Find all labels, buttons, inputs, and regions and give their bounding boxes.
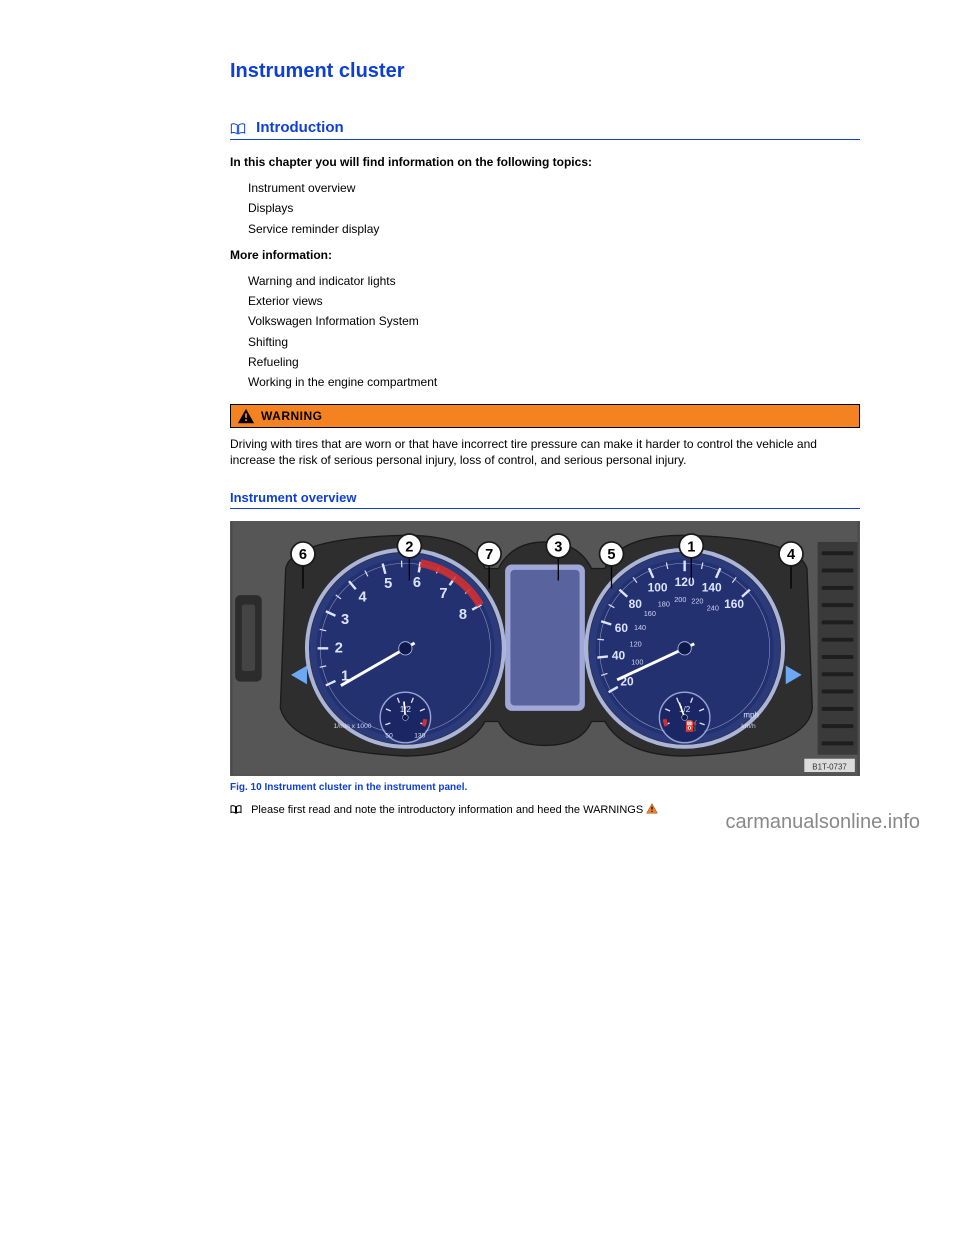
list-item: Instrument overview: [248, 180, 860, 196]
list-item: Volkswagen Information System: [248, 313, 860, 329]
svg-text:km/h: km/h: [741, 724, 756, 731]
list-item: Shifting: [248, 334, 860, 350]
svg-text:3: 3: [341, 613, 349, 629]
svg-text:140: 140: [702, 581, 722, 595]
svg-text:8: 8: [459, 608, 467, 624]
svg-text:6: 6: [299, 548, 307, 564]
chapter-lead: In this chapter you will find informatio…: [230, 154, 860, 170]
svg-text:B1T-0737: B1T-0737: [812, 763, 847, 772]
book-icon-small: [230, 805, 242, 815]
svg-text:180: 180: [658, 600, 670, 609]
svg-text:100: 100: [631, 658, 643, 667]
svg-text:3: 3: [554, 540, 562, 556]
read-first-text: Please first read and note the introduct…: [251, 804, 643, 816]
svg-text:5: 5: [384, 577, 392, 593]
svg-text:160: 160: [724, 597, 744, 611]
svg-text:⛽: ⛽: [685, 720, 698, 733]
intro-heading-text: Introduction: [256, 119, 343, 136]
svg-text:130: 130: [414, 733, 425, 740]
svg-text:1: 1: [687, 540, 695, 556]
svg-text:220: 220: [691, 597, 703, 606]
warning-icon: [237, 408, 255, 424]
svg-text:50: 50: [385, 733, 393, 740]
overview-heading: Instrument overview: [230, 490, 860, 509]
svg-text:7: 7: [439, 586, 447, 602]
warning-text: Driving with tires that are worn or that…: [230, 436, 860, 468]
page-title: Instrument cluster: [230, 60, 860, 83]
list-item: Working in the engine compartment: [248, 374, 860, 390]
warning-label: WARNING: [261, 409, 323, 423]
warning-icon-small: [646, 803, 658, 814]
svg-text:160: 160: [644, 610, 656, 619]
svg-text:1/min x 1000: 1/min x 1000: [334, 724, 372, 731]
svg-text:200: 200: [674, 595, 686, 604]
svg-text:60: 60: [615, 621, 629, 635]
svg-text:120: 120: [630, 640, 642, 649]
more-info-lead: More information:: [230, 247, 860, 263]
svg-text:5: 5: [607, 548, 615, 564]
more-info-list: Warning and indicator lights Exterior vie…: [248, 273, 860, 390]
book-icon: [230, 122, 246, 134]
svg-text:240: 240: [707, 604, 719, 613]
cluster-figure: 123456781/min x 1000501301/2204060801001…: [230, 521, 860, 776]
intro-heading: Introduction: [230, 119, 860, 140]
warning-box: WARNING: [230, 404, 860, 428]
list-item: Exterior views: [248, 293, 860, 309]
list-item: Service reminder display: [248, 221, 860, 237]
list-item: Warning and indicator lights: [248, 273, 860, 289]
svg-text:7: 7: [485, 548, 493, 564]
list-item: Refueling: [248, 354, 860, 370]
topics-list: Instrument overview Displays Service remin…: [248, 180, 860, 237]
svg-text:2: 2: [405, 540, 413, 556]
figure-caption: Fig. 10 Instrument cluster in the instru…: [230, 782, 860, 793]
svg-text:40: 40: [612, 649, 626, 663]
list-item: Displays: [248, 200, 860, 216]
svg-text:4: 4: [787, 548, 796, 564]
svg-text:4: 4: [359, 590, 368, 606]
svg-text:6: 6: [413, 575, 421, 591]
svg-text:100: 100: [648, 581, 668, 595]
svg-text:2: 2: [335, 641, 343, 657]
footer-watermark: carmanualsonline.info: [725, 811, 920, 834]
svg-text:80: 80: [629, 597, 643, 611]
svg-text:mph: mph: [743, 711, 759, 720]
svg-text:140: 140: [634, 624, 646, 633]
